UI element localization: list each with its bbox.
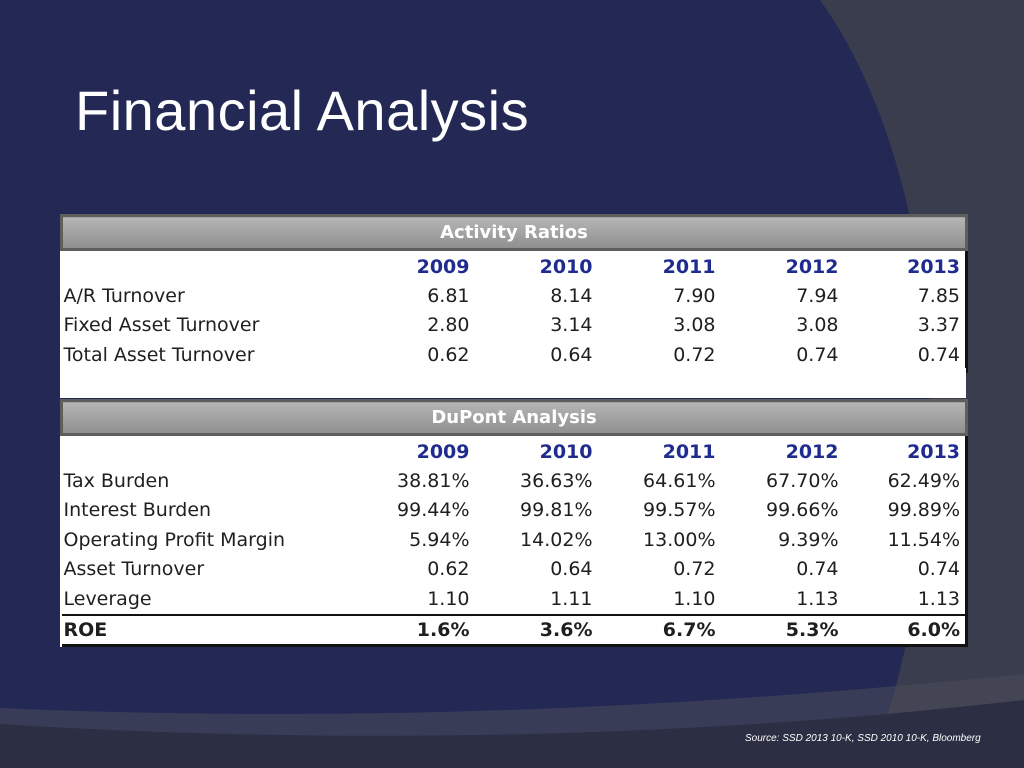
cell-value: 1.10: [427, 587, 470, 610]
year-header: 2010: [539, 441, 593, 463]
year-header: 2009: [416, 256, 470, 278]
cell-value: 62.49%: [887, 469, 961, 492]
cell-value: 3.37: [917, 314, 960, 337]
year-header: 2011: [662, 441, 716, 463]
cell-value: 99.44%: [397, 499, 470, 522]
cell-value: 3.6%: [474, 613, 598, 645]
cell-value: 6.0%: [843, 613, 967, 645]
table-row: Operating Profit Margin 5.94% 14.02% 13.…: [62, 525, 967, 555]
cell-value: 6.81: [427, 284, 470, 307]
cell-value: 38.81%: [397, 469, 470, 492]
year-header-row: 2009 2010 2011 2012 2013: [62, 435, 967, 467]
row-label: Tax Burden: [63, 469, 170, 492]
cell-value: 0.62: [427, 343, 470, 366]
cell-value: 0.64: [550, 343, 593, 366]
year-header: 2012: [785, 441, 839, 463]
row-label: Interest Burden: [63, 499, 212, 522]
cell-value: 99.66%: [766, 499, 839, 522]
activity-ratios-table: Activity Ratios 2009 2010 2011 2012 2013…: [60, 214, 968, 373]
row-label: Total Asset Turnover: [63, 343, 255, 366]
cell-value: 67.70%: [766, 469, 839, 492]
year-header: 2010: [539, 256, 593, 278]
cell-value: 2.80: [427, 314, 470, 337]
table-row: Tax Burden 38.81% 36.63% 64.61% 67.70% 6…: [62, 466, 967, 496]
row-label: Fixed Asset Turnover: [63, 314, 260, 337]
activity-ratios-header: Activity Ratios: [60, 214, 968, 251]
table-row: Interest Burden 99.44% 99.81% 99.57% 99.…: [62, 496, 967, 526]
cell-value: 5.3%: [720, 613, 844, 645]
year-header: 2012: [785, 256, 839, 278]
dupont-analysis-header: DuPont Analysis: [59, 399, 969, 436]
dupont-analysis-table: DuPont Analysis 2009 2010 2011 2012 2013…: [59, 399, 969, 647]
cell-value: 1.11: [550, 587, 593, 610]
cell-value: 99.81%: [520, 499, 593, 522]
cell-value: 7.85: [917, 284, 960, 307]
year-header-row: 2009 2010 2011 2012 2013: [62, 250, 967, 282]
label-column-header: [62, 435, 352, 467]
year-header: 2013: [907, 256, 960, 278]
cell-value: 0.64: [550, 558, 593, 581]
label-column-header: [62, 250, 352, 282]
cell-value: 13.00%: [643, 528, 716, 551]
cell-value: 11.54%: [887, 528, 961, 551]
year-header: 2013: [907, 441, 961, 463]
cell-value: 7.90: [673, 284, 716, 307]
cell-value: 0.62: [427, 558, 470, 581]
table-row: Fixed Asset Turnover 2.80 3.14 3.08 3.08…: [62, 311, 967, 341]
cell-value: 1.13: [917, 587, 961, 610]
table-row: Asset Turnover 0.62 0.64 0.72 0.74 0.74: [62, 555, 967, 585]
cell-value: 0.72: [673, 558, 716, 581]
row-label: A/R Turnover: [63, 284, 185, 307]
table-spacer: [60, 368, 966, 398]
cell-value: 1.13: [796, 587, 839, 610]
cell-value: 64.61%: [643, 469, 716, 492]
row-label: Leverage: [63, 587, 152, 610]
year-header: 2009: [416, 441, 470, 463]
cell-value: 36.63%: [520, 469, 593, 492]
cell-value: 3.08: [796, 314, 839, 337]
cell-value: 0.74: [796, 343, 839, 366]
cell-value: 8.14: [550, 284, 593, 307]
table-row: Leverage 1.10 1.11 1.10 1.13 1.13: [62, 584, 967, 615]
cell-value: 6.7%: [597, 613, 721, 645]
table-row: A/R Turnover 6.81 8.14 7.90 7.94 7.85: [62, 281, 967, 311]
year-header: 2011: [662, 256, 716, 278]
cell-value: 14.02%: [520, 528, 593, 551]
cell-value: 3.14: [550, 314, 593, 337]
slide-title: Financial Analysis: [75, 79, 530, 142]
cell-value: 3.08: [673, 314, 716, 337]
roe-row: ROE 1.6% 3.6% 6.7% 5.3% 6.0%: [61, 613, 967, 645]
row-label: Asset Turnover: [63, 558, 205, 581]
cell-value: 9.39%: [778, 528, 839, 551]
cell-value: 1.6%: [351, 613, 475, 645]
cell-value: 99.57%: [643, 499, 716, 522]
table-row: Total Asset Turnover 0.62 0.64 0.72 0.74…: [62, 340, 967, 371]
cell-value: 0.74: [917, 343, 960, 366]
source-note: Source: SSD 2013 10-K, SSD 2010 10-K, Bl…: [745, 733, 981, 744]
row-label: Operating Profit Margin: [63, 528, 286, 551]
cell-value: 5.94%: [409, 528, 470, 551]
cell-value: 1.10: [673, 587, 716, 610]
row-label: ROE: [61, 613, 352, 645]
cell-value: 0.74: [917, 558, 961, 581]
cell-value: 7.94: [796, 284, 839, 307]
cell-value: 0.72: [673, 343, 716, 366]
cell-value: 0.74: [796, 558, 839, 581]
cell-value: 99.89%: [887, 499, 961, 522]
